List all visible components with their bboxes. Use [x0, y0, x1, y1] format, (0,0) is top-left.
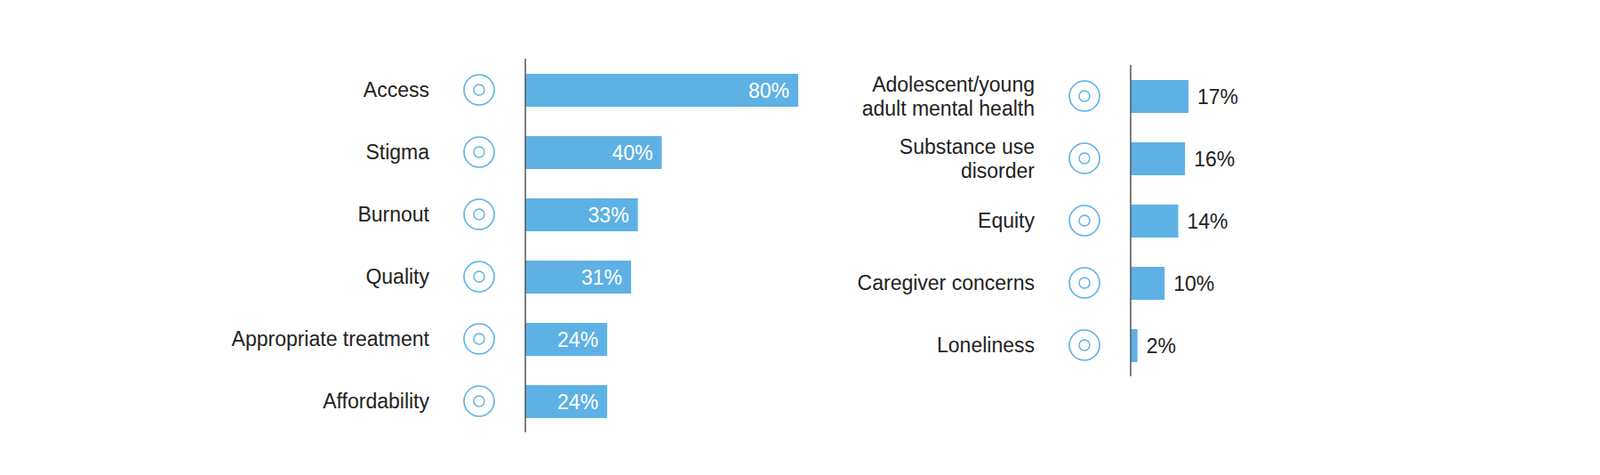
svg-text:Stigma: Stigma [365, 140, 430, 164]
svg-text:Loneliness: Loneliness [936, 333, 1035, 357]
svg-text:24%: 24% [557, 390, 599, 414]
svg-text:Substance usedisorder: Substance usedisorder [899, 135, 1035, 183]
svg-text:31%: 31% [581, 265, 623, 289]
svg-text:17%: 17% [1197, 85, 1239, 109]
svg-text:Burnout: Burnout [357, 202, 430, 226]
svg-text:24%: 24% [557, 328, 599, 352]
svg-text:Access: Access [363, 78, 430, 102]
svg-text:Quality: Quality [365, 264, 430, 288]
svg-text:80%: 80% [748, 79, 790, 103]
svg-text:33%: 33% [588, 203, 630, 227]
svg-text:14%: 14% [1187, 209, 1229, 233]
svg-text:Equity: Equity [977, 208, 1035, 232]
svg-text:10%: 10% [1173, 272, 1215, 296]
svg-text:Affordability: Affordability [322, 389, 430, 413]
svg-text:Appropriate treatment: Appropriate treatment [232, 327, 431, 351]
svg-text:2%: 2% [1146, 334, 1176, 358]
svg-text:40%: 40% [611, 141, 653, 165]
svg-text:Caregiver concerns: Caregiver concerns [857, 271, 1035, 295]
svg-text:Adolescent/youngadult mental h: Adolescent/youngadult mental health [862, 72, 1035, 120]
svg-text:16%: 16% [1193, 147, 1235, 171]
